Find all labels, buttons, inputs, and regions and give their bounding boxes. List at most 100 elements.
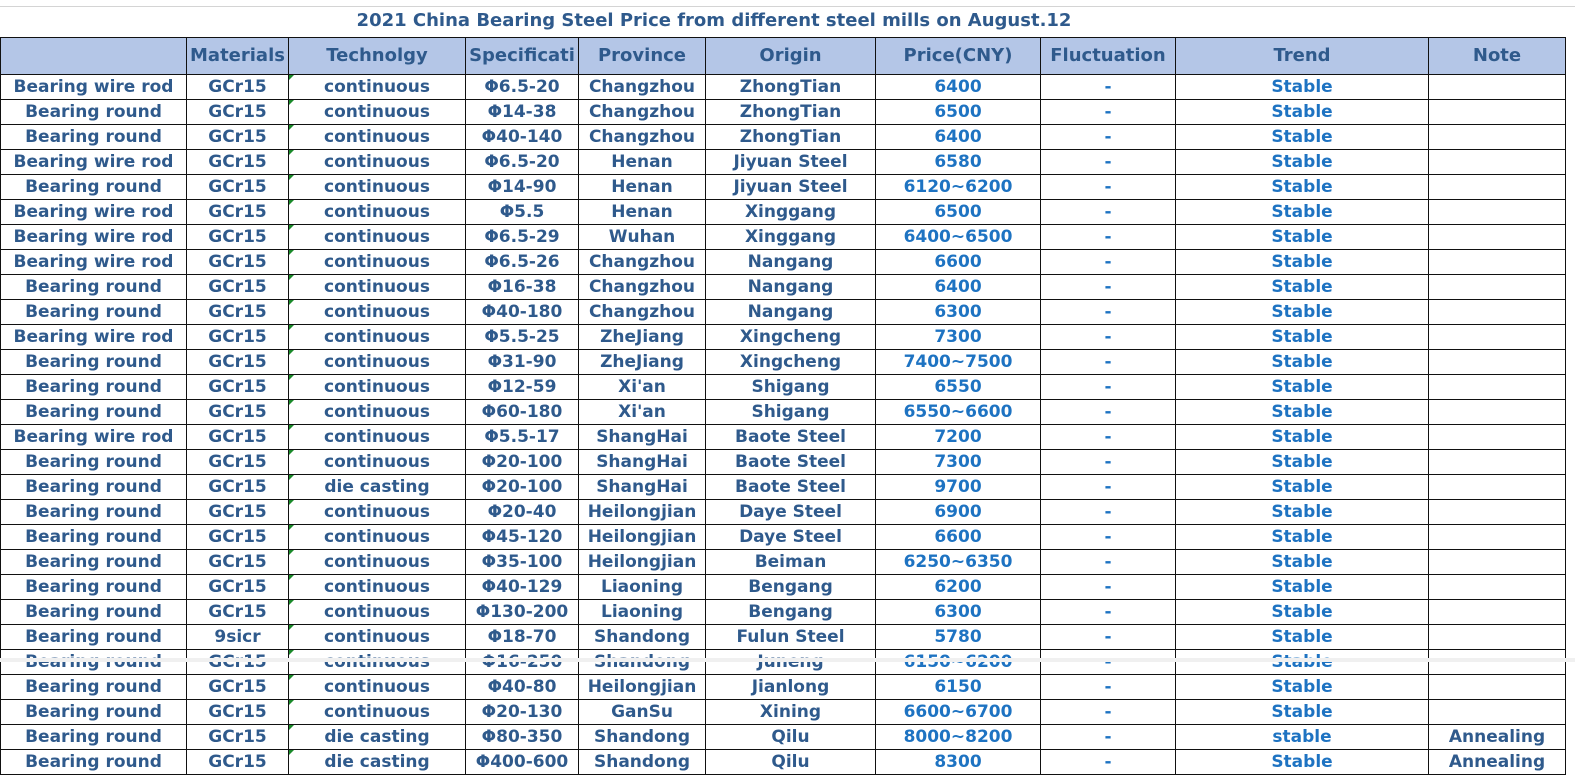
cell-province[interactable]: Heilongjian: [578, 499, 706, 525]
cell-trend[interactable]: Stable: [1175, 299, 1429, 325]
cell-materials[interactable]: GCr15: [186, 549, 289, 575]
cell-note[interactable]: [1428, 549, 1566, 575]
cell-note[interactable]: [1428, 224, 1566, 250]
cell-specification[interactable]: Φ16-250: [465, 649, 579, 675]
cell-fluctuation[interactable]: -: [1040, 599, 1176, 625]
cell-materials[interactable]: GCr15: [186, 324, 289, 350]
cell-technology[interactable]: continuous: [288, 499, 466, 525]
cell-materials[interactable]: GCr15: [186, 249, 289, 275]
cell-price[interactable]: 6550: [875, 374, 1041, 400]
cell-product[interactable]: Bearing wire rod: [0, 149, 187, 175]
cell-origin[interactable]: Baote Steel: [705, 449, 876, 475]
cell-specification[interactable]: Φ5.5-25: [465, 324, 579, 350]
cell-materials[interactable]: GCr15: [186, 224, 289, 250]
header-origin[interactable]: Origin: [705, 37, 876, 75]
cell-trend[interactable]: Stable: [1175, 199, 1429, 225]
cell-note[interactable]: [1428, 449, 1566, 475]
cell-trend[interactable]: Stable: [1175, 624, 1429, 650]
cell-origin[interactable]: Qilu: [705, 749, 876, 775]
cell-province[interactable]: Changzhou: [578, 74, 706, 100]
cell-technology[interactable]: continuous: [288, 399, 466, 425]
cell-origin[interactable]: Baote Steel: [705, 424, 876, 450]
cell-specification[interactable]: Φ60-180: [465, 399, 579, 425]
cell-price[interactable]: 6600~6700: [875, 699, 1041, 725]
cell-fluctuation[interactable]: -: [1040, 74, 1176, 100]
cell-specification[interactable]: Φ5.5: [465, 199, 579, 225]
cell-note[interactable]: [1428, 649, 1566, 675]
cell-note[interactable]: [1428, 474, 1566, 500]
cell-province[interactable]: Heilongjian: [578, 674, 706, 700]
header-trend[interactable]: Trend: [1175, 37, 1429, 75]
cell-product[interactable]: Bearing wire rod: [0, 224, 187, 250]
cell-trend[interactable]: Stable: [1175, 649, 1429, 675]
cell-product[interactable]: Bearing round: [0, 299, 187, 325]
cell-product[interactable]: Bearing round: [0, 349, 187, 375]
cell-price[interactable]: 6400~6500: [875, 224, 1041, 250]
cell-province[interactable]: Liaoning: [578, 599, 706, 625]
cell-origin[interactable]: ZhongTian: [705, 74, 876, 100]
cell-specification[interactable]: Φ5.5-17: [465, 424, 579, 450]
cell-price[interactable]: 6400: [875, 274, 1041, 300]
cell-materials[interactable]: GCr15: [186, 424, 289, 450]
cell-trend[interactable]: Stable: [1175, 149, 1429, 175]
cell-province[interactable]: Henan: [578, 149, 706, 175]
cell-note[interactable]: [1428, 374, 1566, 400]
cell-technology[interactable]: die casting: [288, 724, 466, 750]
cell-trend[interactable]: Stable: [1175, 349, 1429, 375]
cell-price[interactable]: 6580: [875, 149, 1041, 175]
cell-province[interactable]: Henan: [578, 174, 706, 200]
cell-trend[interactable]: Stable: [1175, 699, 1429, 725]
cell-product[interactable]: Bearing round: [0, 474, 187, 500]
cell-note[interactable]: [1428, 674, 1566, 700]
cell-origin[interactable]: Xinggang: [705, 199, 876, 225]
header-specification[interactable]: Specificati: [465, 37, 579, 75]
cell-trend[interactable]: Stable: [1175, 549, 1429, 575]
cell-materials[interactable]: GCr15: [186, 474, 289, 500]
cell-materials[interactable]: GCr15: [186, 599, 289, 625]
cell-note[interactable]: [1428, 499, 1566, 525]
cell-product[interactable]: Bearing wire rod: [0, 74, 187, 100]
cell-fluctuation[interactable]: -: [1040, 424, 1176, 450]
cell-specification[interactable]: Φ80-350: [465, 724, 579, 750]
cell-province[interactable]: Wuhan: [578, 224, 706, 250]
sheet-title[interactable]: 2021 China Bearing Steel Price from diff…: [356, 10, 1072, 31]
cell-fluctuation[interactable]: -: [1040, 624, 1176, 650]
cell-technology[interactable]: continuous: [288, 349, 466, 375]
cell-materials[interactable]: GCr15: [186, 124, 289, 150]
cell-technology[interactable]: continuous: [288, 174, 466, 200]
cell-specification[interactable]: Φ6.5-20: [465, 74, 579, 100]
cell-specification[interactable]: Φ14-38: [465, 99, 579, 125]
cell-trend[interactable]: Stable: [1175, 524, 1429, 550]
cell-origin[interactable]: Xingcheng: [705, 324, 876, 350]
cell-technology[interactable]: continuous: [288, 574, 466, 600]
cell-specification[interactable]: Φ40-80: [465, 674, 579, 700]
cell-specification[interactable]: Φ20-40: [465, 499, 579, 525]
cell-fluctuation[interactable]: -: [1040, 649, 1176, 675]
cell-fluctuation[interactable]: -: [1040, 174, 1176, 200]
cell-province[interactable]: ZheJiang: [578, 324, 706, 350]
cell-product[interactable]: Bearing round: [0, 724, 187, 750]
cell-specification[interactable]: Φ12-59: [465, 374, 579, 400]
cell-technology[interactable]: continuous: [288, 149, 466, 175]
cell-trend[interactable]: Stable: [1175, 249, 1429, 275]
cell-fluctuation[interactable]: -: [1040, 324, 1176, 350]
cell-materials[interactable]: GCr15: [186, 699, 289, 725]
cell-origin[interactable]: Qilu: [705, 724, 876, 750]
cell-product[interactable]: Bearing round: [0, 599, 187, 625]
cell-note[interactable]: [1428, 99, 1566, 125]
cell-origin[interactable]: Bengang: [705, 574, 876, 600]
cell-province[interactable]: Henan: [578, 199, 706, 225]
cell-materials[interactable]: GCr15: [186, 524, 289, 550]
cell-materials[interactable]: GCr15: [186, 74, 289, 100]
cell-province[interactable]: Shandong: [578, 649, 706, 675]
cell-origin[interactable]: Daye Steel: [705, 499, 876, 525]
cell-province[interactable]: Heilongjian: [578, 524, 706, 550]
cell-province[interactable]: Shandong: [578, 624, 706, 650]
cell-province[interactable]: Xi'an: [578, 399, 706, 425]
cell-note[interactable]: [1428, 324, 1566, 350]
cell-materials[interactable]: 9sicr: [186, 624, 289, 650]
cell-specification[interactable]: Φ35-100: [465, 549, 579, 575]
cell-price[interactable]: 7300: [875, 449, 1041, 475]
cell-origin[interactable]: Xining: [705, 699, 876, 725]
cell-specification[interactable]: Φ45-120: [465, 524, 579, 550]
